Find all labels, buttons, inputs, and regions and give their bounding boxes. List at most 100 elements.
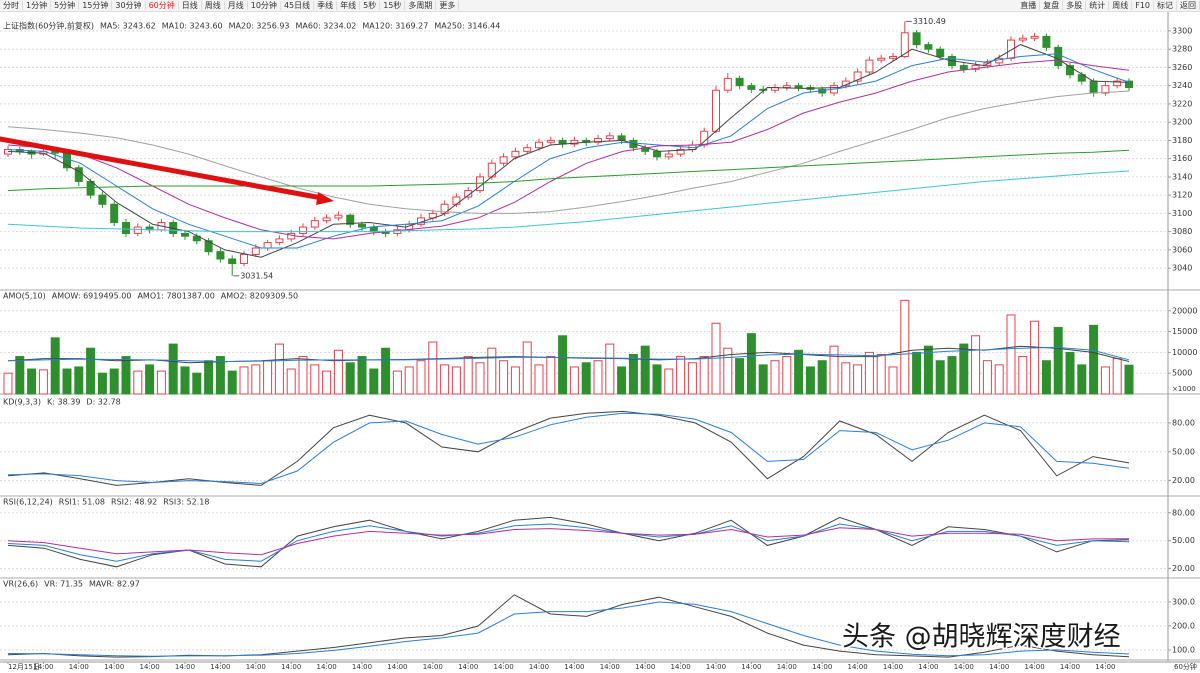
x-tick-label: 14:00 <box>529 663 549 671</box>
candle-body <box>900 32 909 57</box>
candle-body <box>299 226 307 234</box>
volume-bar <box>876 353 886 395</box>
volume-bar <box>959 343 969 395</box>
x-tick-label: 14:00 <box>104 663 124 671</box>
indicator-line <box>7 523 1130 562</box>
toolbar-button[interactable]: 返回 <box>1177 1 1200 10</box>
candle-body <box>889 55 897 59</box>
x-tick-label: 14:00 <box>671 663 691 671</box>
volume-bar <box>546 356 556 395</box>
toolbar-button[interactable]: 分时 <box>0 1 23 10</box>
extreme-label: 3031.54 <box>240 271 273 280</box>
x-tick-label: 14:00 <box>812 663 832 671</box>
volume-bar <box>1006 314 1016 395</box>
y-tick-label: 3060 <box>1172 245 1192 254</box>
x-tick-label: 14:00 <box>564 663 584 671</box>
indicator-line <box>7 527 1130 556</box>
toolbar-button[interactable]: 周线 <box>201 1 225 10</box>
y-tick-label: 50.00 <box>1172 447 1195 456</box>
y-tick-label: 3200 <box>1172 118 1192 127</box>
legend-entry: MA10: 3243.60 <box>162 22 223 31</box>
legend-entry: AMO1: 7801387.00 <box>137 292 214 301</box>
toolbar-button[interactable]: 季线 <box>314 1 338 10</box>
toolbar-button[interactable]: 更多 <box>436 1 460 10</box>
candle-body <box>1054 46 1063 67</box>
y-tick-label: 200.0 <box>1172 621 1195 630</box>
toolbar-button[interactable]: 10分钟 <box>247 1 281 10</box>
candle-body <box>334 214 343 219</box>
toolbar-button[interactable]: 45日线 <box>280 1 315 10</box>
candle-body <box>570 139 579 145</box>
volume-bar <box>475 362 485 395</box>
indicator-line <box>7 53 1130 249</box>
toolbar-button[interactable]: 多股 <box>1063 1 1087 10</box>
toolbar-button[interactable]: 复盘 <box>1040 1 1064 10</box>
toolbar-button[interactable]: 标记 <box>1154 1 1177 10</box>
red-arrow <box>0 136 334 205</box>
toolbar-button[interactable]: 直播 <box>1017 1 1041 10</box>
x-tick-label: 14:00 <box>600 663 620 671</box>
candle-body <box>511 150 520 158</box>
volume-bar <box>794 349 804 395</box>
candle-body <box>747 85 756 90</box>
toolbar-button[interactable]: 60分钟 <box>145 1 179 10</box>
indicator-line <box>7 90 1130 214</box>
volume-bar <box>782 356 792 395</box>
candle-body <box>794 85 803 88</box>
y-tick-label: 20.00 <box>1172 564 1195 573</box>
toolbar-button[interactable]: 15秒 <box>380 1 406 10</box>
y-tick-label: 3300 <box>1172 26 1192 35</box>
candle-body <box>653 150 661 158</box>
y-tick-label: 3100 <box>1172 209 1192 218</box>
legend-entry: RSI2: 48.92 <box>111 498 157 507</box>
x-tick-label: 14:00 <box>918 663 938 671</box>
x-tick-label: 14:00 <box>210 663 230 671</box>
volume-bar <box>15 356 25 395</box>
toolbar-button[interactable]: 15分钟 <box>79 1 113 10</box>
volume-bar <box>440 364 450 395</box>
indicator-line <box>7 601 1130 657</box>
x-tick-label: 12月15日 <box>8 663 40 671</box>
candle-body <box>936 48 945 57</box>
candle-body <box>452 196 461 205</box>
y-tick-label: 3280 <box>1172 45 1192 54</box>
volume-bar <box>156 370 166 395</box>
toolbar-button[interactable]: 日线 <box>178 1 202 10</box>
candle-body <box>251 247 260 255</box>
x-tick-label: 14:00 <box>246 663 266 671</box>
y-tick-label: 80.00 <box>1172 508 1195 517</box>
volume-bar <box>86 347 96 395</box>
volume-bar <box>923 345 933 395</box>
volume-bar <box>593 360 603 395</box>
y-tick-label: 5000 <box>1172 369 1192 378</box>
volume-bar <box>664 368 674 395</box>
toolbar-button[interactable]: 5秒 <box>360 1 381 10</box>
x-tick-label: 14:00 <box>635 663 655 671</box>
toolbar-button[interactable]: 5分钟 <box>51 1 80 10</box>
volume-bar <box>569 366 579 395</box>
toolbar-button[interactable]: 统计 <box>1086 1 1110 10</box>
panel-title: AMO(5,10) <box>3 292 46 301</box>
toolbar-button[interactable]: F10 <box>1132 1 1154 10</box>
volume-bar <box>829 345 839 395</box>
volume-bar <box>676 356 686 395</box>
volume-bar <box>947 356 957 395</box>
toolbar-button[interactable]: 多周期 <box>405 1 437 10</box>
toolbar-button[interactable]: 年线 <box>337 1 361 10</box>
volume-bar <box>1100 366 1110 395</box>
candle-body <box>959 65 968 70</box>
toolbar-button[interactable]: 月线 <box>224 1 248 10</box>
toolbar-button[interactable]: 30分钟 <box>112 1 146 10</box>
y-tick-label: 3220 <box>1172 99 1192 108</box>
candle-body <box>310 220 319 228</box>
volume-bar <box>499 360 509 395</box>
y-tick-label: 80.00 <box>1172 418 1195 427</box>
toolbar-button[interactable]: 1分钟 <box>23 1 52 10</box>
toolbar-button[interactable]: 周线 <box>1109 1 1133 10</box>
x-tick-label: 14:00 <box>777 663 797 671</box>
candle-body <box>912 32 921 46</box>
volume-bar <box>239 366 249 395</box>
volume-bar <box>50 337 60 395</box>
x-tick-label: 14:00 <box>281 663 301 671</box>
